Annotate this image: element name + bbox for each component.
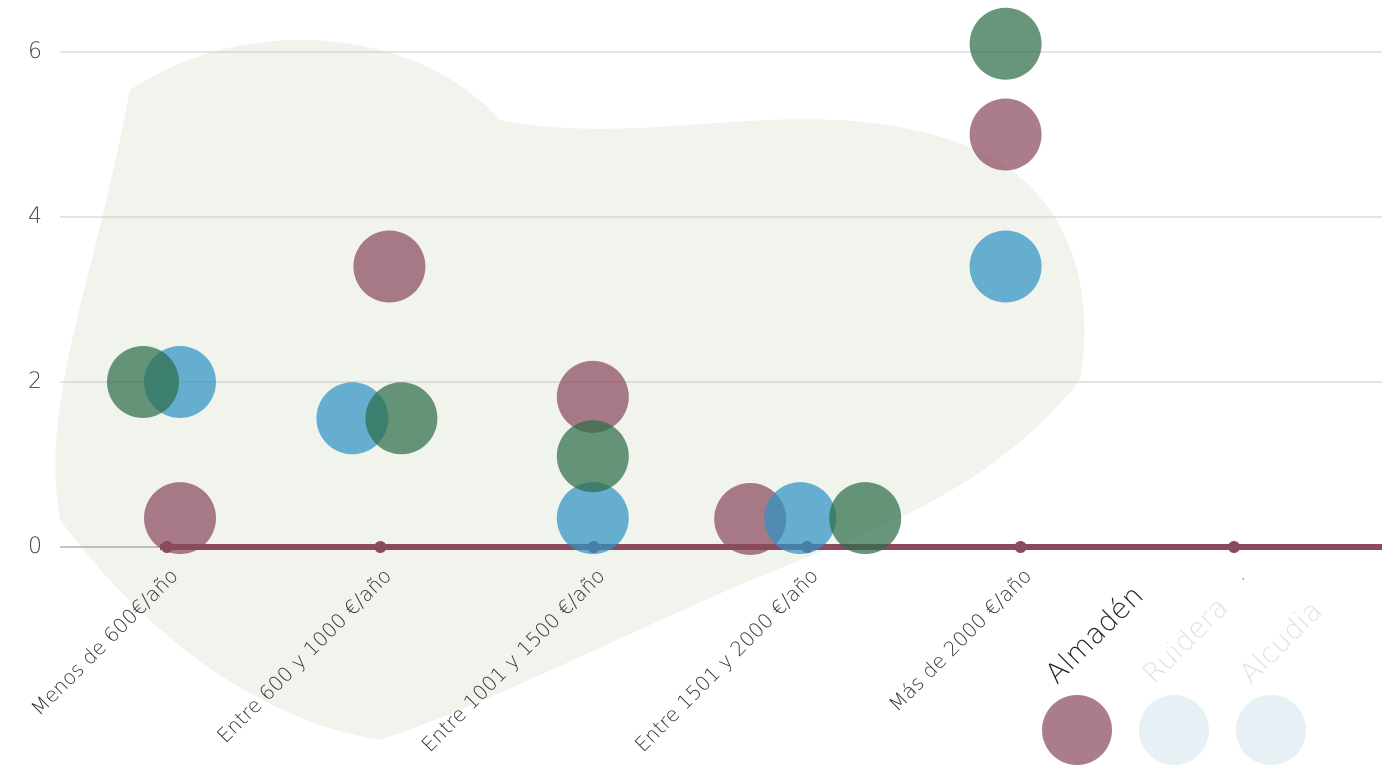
y-tick-label: 0 [28, 534, 42, 559]
legend-label: Ruidera [1136, 591, 1235, 690]
category-dot [374, 541, 387, 553]
x-tick-label: Menos de 600€/año [26, 564, 183, 721]
legend-swatch [1236, 695, 1306, 765]
legend-swatch [1139, 695, 1209, 765]
bubble [353, 230, 426, 303]
bubble [969, 7, 1042, 80]
category-dot [1014, 541, 1027, 553]
category-dot [1228, 541, 1240, 553]
bubble [107, 346, 179, 418]
bubble [829, 482, 902, 555]
legend-label: Alcudia [1233, 594, 1329, 690]
bubble [556, 420, 629, 493]
bubble [556, 360, 629, 433]
x-tick-label: Más de 2000 €/año [884, 564, 1036, 716]
bubble [764, 482, 837, 555]
y-tick-label: 2 [28, 369, 42, 394]
legend-item[interactable]: Almadén [1039, 579, 1150, 765]
y-tick-label: 6 [28, 39, 42, 64]
y-tick-label: 4 [28, 204, 42, 229]
bubble [556, 482, 629, 555]
legend-swatch [1042, 695, 1112, 765]
bubble [714, 482, 787, 555]
bubble [969, 98, 1042, 171]
legend-label: Almadén [1039, 579, 1150, 690]
x-tick-label: . [1228, 564, 1249, 585]
bubble [144, 482, 216, 555]
bubble [365, 382, 438, 455]
bubble [969, 230, 1042, 303]
legend-item[interactable]: Alcudia [1233, 594, 1329, 765]
legend-item[interactable]: Ruidera [1136, 591, 1235, 765]
